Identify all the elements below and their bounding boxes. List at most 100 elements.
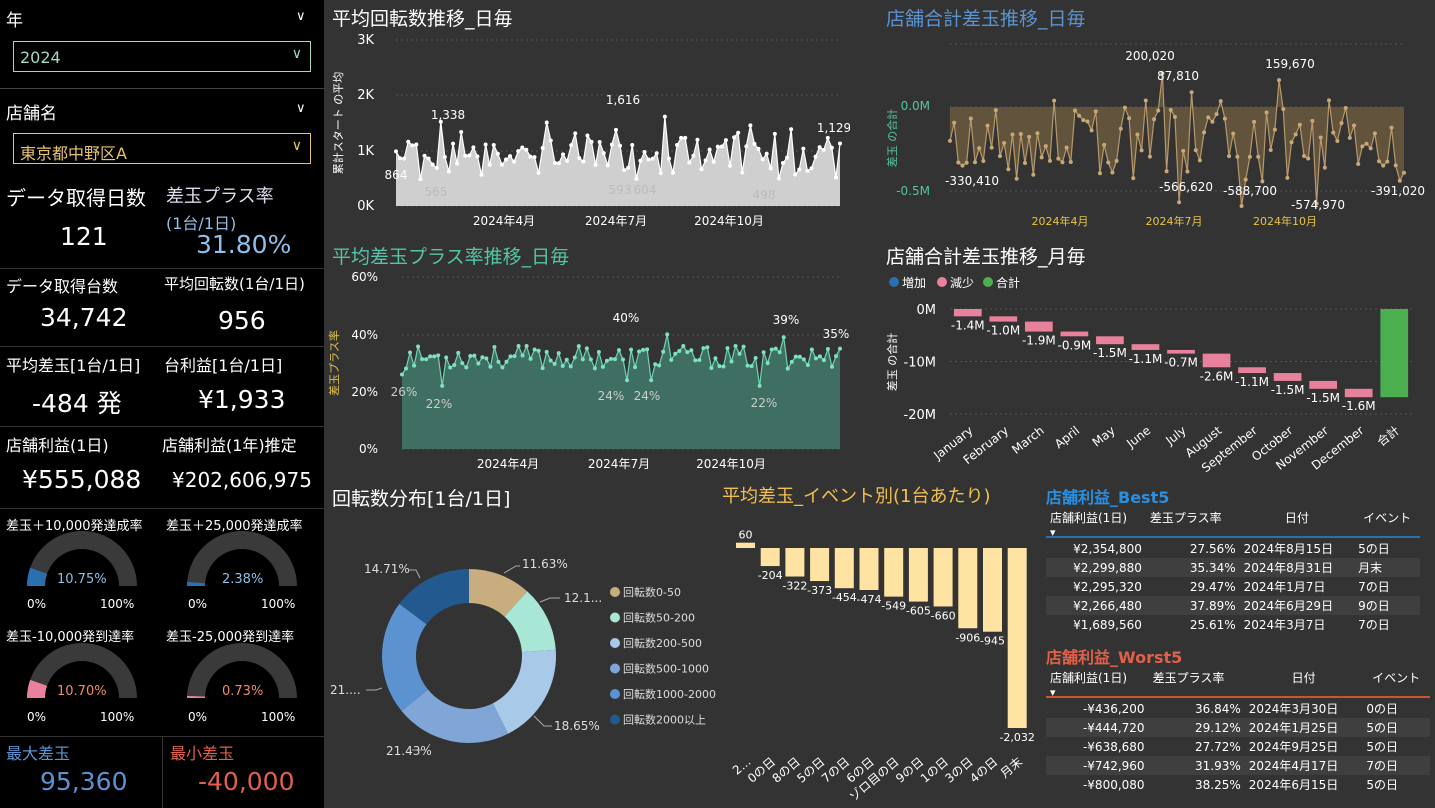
gauge-fill — [186, 695, 206, 698]
data-point — [1160, 71, 1165, 76]
min-diff-value: -40,000 — [198, 767, 295, 796]
gauge-value: 10.70% — [57, 684, 107, 699]
legend-label: 回転数0-50 — [623, 586, 681, 599]
event-bar — [958, 548, 978, 629]
data-point — [1252, 119, 1257, 124]
tick-label: 0K — [357, 199, 374, 214]
data-point — [1335, 138, 1340, 143]
column-header[interactable]: 日付 — [1284, 511, 1309, 525]
data-label: -1.1M — [1235, 375, 1269, 389]
data-label: -1.6M — [1342, 399, 1376, 413]
data-point — [646, 157, 651, 162]
table-cell: 2024年8月31日 — [1243, 561, 1334, 575]
data-point — [589, 139, 594, 144]
data-point — [1093, 109, 1098, 114]
table-row[interactable]: ¥1,689,560 25.61% 2024年3月7日 7の日 — [1046, 615, 1420, 634]
table-row[interactable]: -¥444,720 29.12% 2024年1月25日 5の日 — [1046, 718, 1430, 737]
data-point — [793, 172, 798, 177]
data-label: 18.65% — [554, 719, 600, 733]
gauge-label: 差玉-10,000発到達率 — [6, 630, 135, 645]
store-profit-year-value: ¥202,606,975 — [172, 468, 312, 492]
data-point — [451, 141, 456, 146]
gauge-label: 差玉-25,000発到達率 — [166, 630, 295, 645]
column-header[interactable]: イベント — [1372, 671, 1421, 685]
data-point — [1322, 165, 1327, 170]
best5-title: 店舗利益_Best5 — [1046, 488, 1170, 507]
data-point — [394, 149, 398, 154]
event-bar — [810, 548, 830, 582]
data-point — [658, 171, 663, 176]
data-point — [1185, 169, 1190, 174]
data-point — [581, 159, 586, 164]
data-point — [1135, 132, 1140, 137]
data-label: -574,970 — [1291, 198, 1345, 212]
chevron-down-icon[interactable]: ∨ — [296, 101, 306, 116]
data-point — [504, 359, 509, 364]
data-point — [773, 346, 778, 351]
column-header[interactable]: 日付 — [1291, 671, 1316, 685]
column-header[interactable]: 店舗利益(1日) ▾ — [1046, 667, 1149, 699]
data-point — [634, 176, 639, 181]
data-point — [446, 169, 451, 174]
data-point — [753, 356, 758, 361]
data-point — [703, 158, 708, 163]
chevron-down-icon[interactable]: ∨ — [296, 9, 306, 24]
table-row[interactable]: -¥742,960 31.93% 2024年4月17日 7の日 — [1046, 756, 1430, 775]
table-cell: 2024年4月17日 — [1248, 759, 1339, 773]
best5-table: 店舗利益(1日) ▾ 差玉プラス率 日付 イベント ¥2,354,800 27.56% 202… — [1046, 507, 1420, 634]
tick-label: -10M — [904, 356, 936, 371]
data-point — [1089, 128, 1094, 133]
gauge-fill — [186, 581, 206, 586]
year-dropdown[interactable]: 2024 ∨ — [13, 41, 311, 72]
data-point — [1147, 154, 1152, 159]
column-header[interactable]: 差玉プラス率 — [1152, 671, 1225, 685]
data-point — [948, 138, 952, 143]
data-point — [813, 356, 818, 361]
data-point — [721, 364, 726, 369]
plus-rate-chart-title: 平均差玉プラス率推移_日毎 — [332, 246, 570, 268]
column-header[interactable]: 差玉プラス率 — [1149, 511, 1222, 525]
waterfall-bar — [1167, 349, 1195, 354]
column-header[interactable]: 店舗利益(1日) ▾ — [1046, 507, 1146, 539]
table-row[interactable]: -¥638,680 27.72% 2024年9月25日 5の日 — [1046, 737, 1430, 756]
data-point — [785, 155, 790, 160]
store-value: 東京都中野区A — [20, 144, 127, 163]
data-point — [1014, 176, 1019, 181]
data-point — [1097, 171, 1102, 176]
data-point — [1289, 140, 1294, 145]
table-row[interactable]: -¥436,200 36.84% 2024年3月30日 0の日 — [1046, 699, 1430, 718]
tick-label: 2024年7月 — [1146, 214, 1203, 228]
data-point — [805, 363, 810, 368]
table-cell: 2024年6月15日 — [1248, 778, 1339, 792]
data-point — [1368, 146, 1373, 151]
data-point — [597, 140, 602, 145]
data-point — [416, 344, 421, 349]
store-dropdown[interactable]: 東京都中野区A ∨ — [13, 133, 311, 164]
sort-arrow-icon[interactable]: ▾ — [1050, 686, 1056, 699]
data-point — [456, 350, 461, 355]
data-point — [1143, 98, 1148, 103]
data-point — [741, 344, 746, 349]
data-label: -906 — [955, 631, 980, 644]
tick-label: 20% — [351, 385, 378, 399]
sort-arrow-icon[interactable]: ▾ — [1050, 526, 1056, 539]
data-label: -2,032 — [999, 731, 1034, 744]
category-label: 月末 — [998, 755, 1025, 781]
data-point — [484, 356, 489, 361]
data-point — [512, 159, 517, 164]
tick-label: 2024年10月 — [696, 457, 766, 471]
donut-slice — [492, 649, 556, 734]
table-row[interactable]: ¥2,354,800 27.56% 2024年8月15日 5の日 — [1046, 539, 1420, 558]
data-point — [675, 143, 680, 148]
data-point — [609, 142, 614, 147]
table-row[interactable]: ¥2,295,320 29.47% 2024年1月7日 7の日 — [1046, 577, 1420, 596]
avg-spins-value: 956 — [218, 306, 266, 335]
data-label: 24% — [598, 389, 625, 403]
data-point — [452, 362, 457, 367]
table-row[interactable]: -¥800,080 38.25% 2024年6月15日 5の日 — [1046, 775, 1430, 794]
table-row[interactable]: ¥2,266,480 37.89% 2024年6月29日 9の日 — [1046, 596, 1420, 615]
column-header[interactable]: イベント — [1363, 511, 1412, 525]
table-row[interactable]: ¥2,299,880 35.34% 2024年8月31日 月末 — [1046, 558, 1420, 577]
data-point — [520, 353, 525, 358]
data-point — [637, 349, 642, 354]
